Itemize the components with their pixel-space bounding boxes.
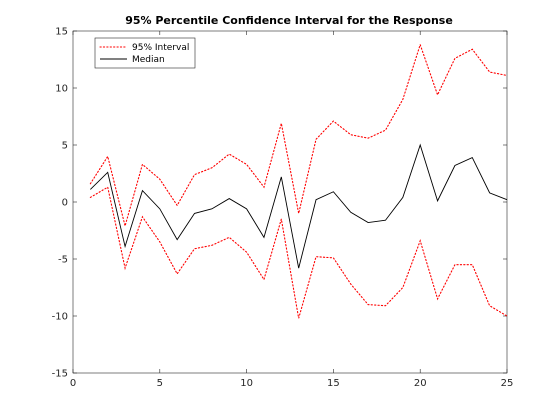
legend: 95% Interval Median xyxy=(94,37,196,69)
plot-area: 0 5 10 15 20 25 -15 -10 -5 0 5 10 15 xyxy=(52,27,514,390)
y-tick-label: -5 xyxy=(58,255,68,266)
x-tick-label: 10 xyxy=(240,378,253,389)
y-tick-label: 10 xyxy=(55,84,68,95)
x-tick-label: 5 xyxy=(157,378,163,389)
x-tick-label: 0 xyxy=(70,378,76,389)
y-tick-label: -10 xyxy=(52,312,68,323)
legend-box xyxy=(94,37,196,69)
x-tick-label: 25 xyxy=(501,378,514,389)
y-tick-label: 15 xyxy=(55,27,68,38)
legend-label: Median xyxy=(132,55,165,65)
legend-label: 95% Interval xyxy=(132,43,189,53)
chart-title: 95% Percentile Confidence Interval for t… xyxy=(125,14,453,27)
x-tick-label: 20 xyxy=(414,378,427,389)
x-tick-label: 15 xyxy=(327,378,340,389)
y-tick-label: 5 xyxy=(62,141,68,152)
y-tick-label: -15 xyxy=(52,369,68,380)
y-tick-label: 0 xyxy=(62,198,68,209)
